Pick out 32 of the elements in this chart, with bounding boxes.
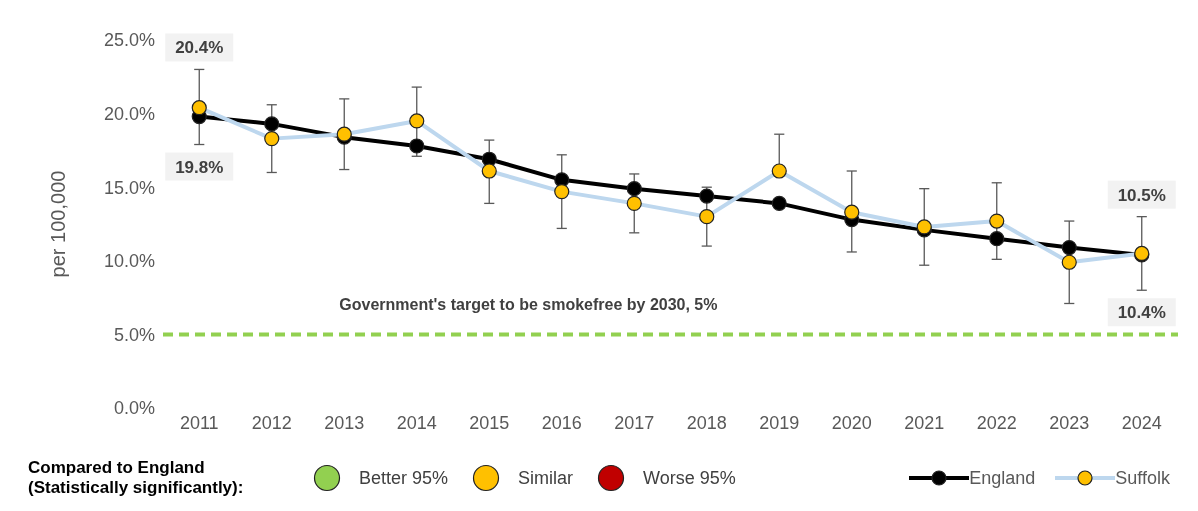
legend-label: Suffolk [1115,467,1170,489]
y-tick-label: 20.0% [103,103,155,124]
data-label: 20.4% [175,38,224,58]
x-tick-label: 2022 [976,412,1017,433]
x-tick-label: 2024 [1121,412,1162,433]
text: Worse 95% [643,467,736,489]
x-tick-label: 2020 [831,412,872,433]
x-tick-label: 2015 [469,412,510,433]
x-tick-label: 2012 [251,412,292,433]
x-tick-label: 2013 [324,412,365,433]
text: Similar [518,467,574,489]
x-tick-label: 2023 [1049,412,1090,433]
y-tick-label: 0.0% [113,398,155,419]
legend-label: England [969,467,1036,489]
x-tick-label: 2018 [686,412,727,433]
data-label: 10.5% [1117,185,1166,205]
x-tick-label: 2019 [759,412,800,433]
y-axis-title: per 100,000 [47,170,70,278]
data-label: 10.4% [1117,303,1166,323]
x-tick-label: 2017 [614,412,655,433]
text: Better 95% [359,467,449,489]
ref-line-label: Government's target to be smokefree by 2030, 5% [339,296,718,314]
x-tick-label: 2021 [904,412,945,433]
y-tick-label: 5.0% [113,324,155,345]
x-tick-label: 2014 [396,412,437,433]
data-label: 19.8% [175,157,224,177]
text: Compared to England (Statistically significantly): [27,458,245,498]
y-tick-label: 25.0% [103,30,155,51]
y-tick-label: 10.0% [103,251,155,272]
x-tick-label: 2011 [179,412,219,433]
x-tick-label: 2016 [541,412,582,433]
y-tick-label: 15.0% [103,177,155,198]
